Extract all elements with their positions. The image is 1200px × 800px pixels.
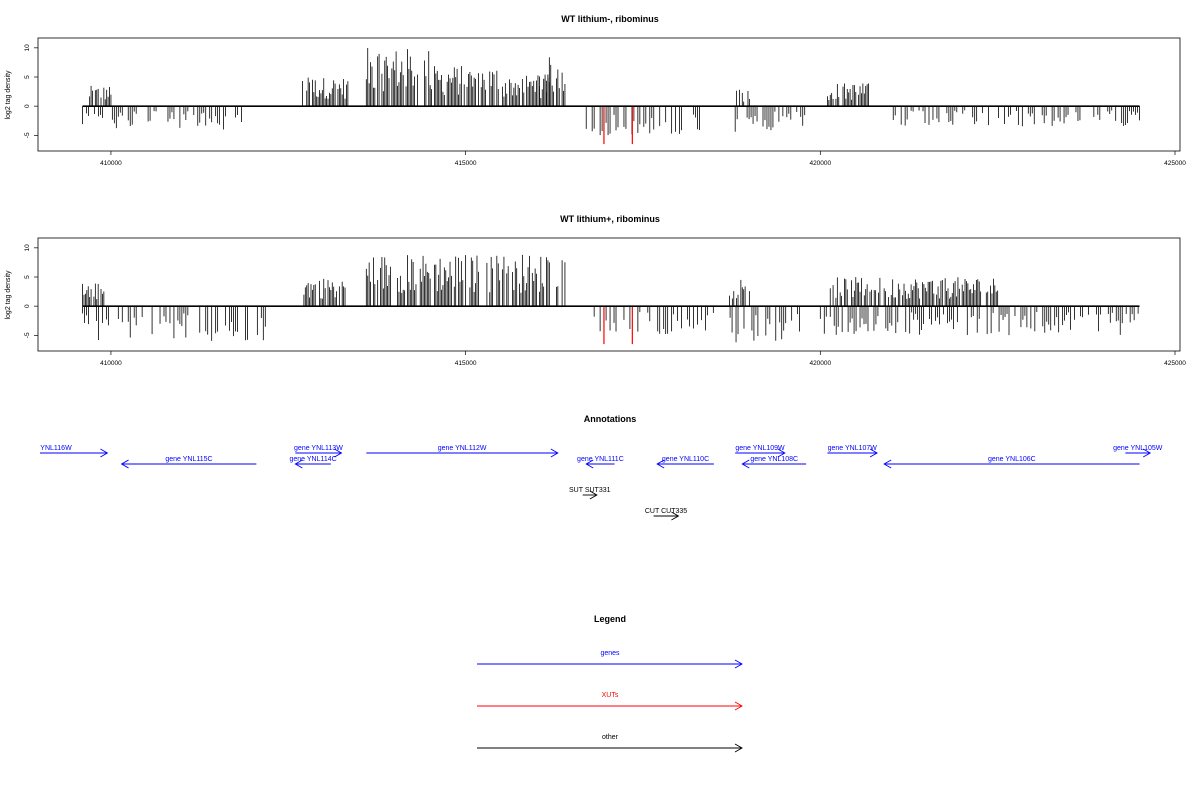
arrowhead-icon (100, 448, 109, 458)
annotation-label: gene YNL108C (750, 456, 798, 463)
annotation-features: YNL116W gene YNL115C gene YNL113W gene YNL1… (40, 445, 1163, 521)
xut-highlight-bars (603, 106, 633, 145)
x-axis-ticks: 410000 415000 420000 425000 (100, 351, 1186, 367)
y-tick-label: 5 (24, 75, 31, 79)
annotation-label: gene YNL113W (294, 445, 343, 452)
annotation-label: gene YNL111C (577, 456, 624, 463)
annotation-label: gene YNL109W (735, 445, 785, 452)
annotation-label: gene YNL114C (289, 456, 336, 463)
arrowhead-icon (734, 701, 743, 711)
annotation-feature: gene YNL105W (1113, 445, 1163, 458)
annotation-label: gene YNL112W (438, 445, 487, 452)
legend-title: Legend (594, 614, 626, 624)
legend-item: genes (477, 650, 743, 669)
annotation-label: SUT SUT331 (569, 487, 611, 494)
x-tick-label: 425000 (1164, 360, 1186, 367)
y-axis-ticks: 10 5 0 -5 (24, 44, 38, 138)
coverage-panel-lithium-minus: WT lithium-, ribominus log2 tag density … (5, 14, 1186, 167)
annotation-feature: SUT SUT331 (569, 487, 611, 500)
annotation-feature: gene YNL115C (120, 456, 257, 469)
positive-strand-bars (89, 48, 869, 107)
arrowhead-icon (741, 459, 750, 469)
annotation-feature: gene YNL113W (294, 445, 343, 458)
positive-strand-bars (82, 254, 999, 307)
legend-items: genes XUTs other (477, 650, 743, 753)
arrowhead-icon (120, 459, 129, 469)
annotation-label: gene YNL105W (1113, 445, 1163, 452)
x-tick-label: 410000 (100, 360, 122, 367)
annotation-feature: gene YNL114C (289, 456, 337, 469)
annotation-label: gene YNL106C (988, 456, 1036, 463)
negative-strand-bars (82, 306, 1139, 343)
y-tick-label: 0 (24, 104, 31, 108)
annotation-label: YNL116W (40, 445, 72, 452)
arrowhead-icon (883, 459, 892, 469)
y-tick-label: -5 (24, 332, 31, 338)
annotations-title: Annotations (584, 414, 637, 424)
arrowhead-icon (334, 448, 343, 458)
annotation-feature: gene YNL107W (827, 445, 878, 458)
x-tick-label: 410000 (100, 160, 122, 167)
annotation-feature: YNL116W (40, 445, 109, 458)
annotation-feature: gene YNL109W (735, 445, 786, 458)
annotation-label: gene YNL115C (165, 456, 212, 463)
legend-item: XUTs (477, 692, 743, 711)
y-tick-label: 0 (24, 304, 31, 308)
annotation-feature: gene YNL111C (577, 456, 624, 469)
legend: Legend genes XUTs other (477, 614, 743, 753)
panel-title: WT lithium+, ribominus (560, 214, 660, 224)
y-axis-label: log2 tag density (5, 270, 12, 320)
x-axis-ticks: 410000 415000 420000 425000 (100, 151, 1186, 167)
legend-label: other (602, 734, 619, 741)
annotation-label: gene YNL110C (662, 456, 709, 463)
annotation-label: gene YNL107W (828, 445, 878, 452)
coverage-panel-lithium-plus: WT lithium+, ribominus log2 tag density … (5, 214, 1186, 367)
legend-item: other (477, 734, 743, 753)
annotation-feature: gene YNL106C (883, 456, 1140, 469)
y-tick-label: 10 (24, 244, 31, 252)
arrowhead-icon (869, 448, 878, 458)
x-tick-label: 420000 (809, 360, 831, 367)
arrowhead-icon (550, 448, 559, 458)
y-axis-ticks: 10 5 0 -5 (24, 244, 38, 338)
arrowhead-icon (671, 511, 680, 521)
y-axis-label: log2 tag density (5, 70, 12, 120)
y-tick-label: 5 (24, 275, 31, 279)
x-tick-label: 415000 (455, 160, 477, 167)
y-tick-label: -5 (24, 132, 31, 138)
xut-highlight-bars (603, 306, 633, 345)
annotations-track: Annotations YNL116W gene YNL115C gene YNL1… (40, 414, 1163, 521)
x-tick-label: 415000 (455, 360, 477, 367)
y-tick-label: 10 (24, 44, 31, 52)
arrowhead-icon (734, 743, 743, 753)
arrowhead-icon (656, 459, 665, 469)
annotation-label: CUT CUT335 (645, 508, 687, 515)
x-tick-label: 425000 (1164, 160, 1186, 167)
arrowhead-icon (734, 659, 743, 669)
annotation-feature: gene YNL108C (741, 456, 807, 469)
arrowhead-icon (585, 459, 594, 469)
x-tick-label: 420000 (809, 160, 831, 167)
plot-frame (37, 237, 1181, 352)
arrowhead-icon (294, 459, 303, 469)
negative-strand-bars (82, 106, 1140, 136)
annotation-feature: CUT CUT335 (645, 508, 687, 521)
panel-title: WT lithium-, ribominus (561, 14, 659, 24)
annotation-feature: gene YNL112W (366, 445, 559, 458)
arrowhead-icon (1142, 448, 1152, 458)
annotation-feature: gene YNL110C (656, 456, 714, 469)
plot-frame (37, 37, 1181, 152)
arrowhead-icon (777, 448, 786, 458)
arrowhead-icon (589, 490, 598, 500)
legend-label: XUTs (602, 692, 619, 699)
legend-label: genes (600, 650, 620, 657)
